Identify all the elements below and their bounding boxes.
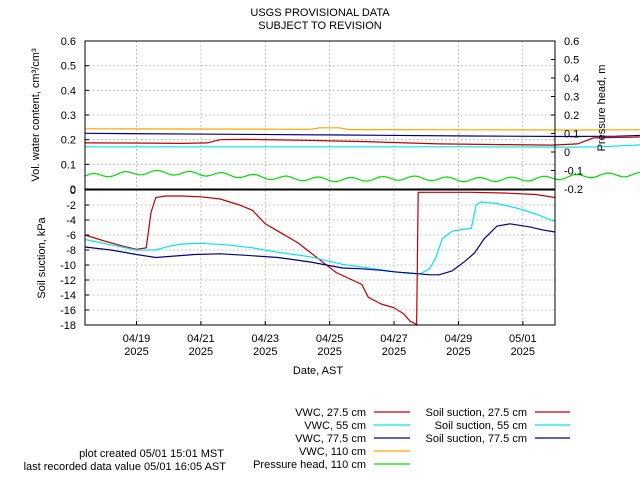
bottom-y-tick-2: -4 — [66, 215, 76, 227]
top-series-line-4 — [84, 169, 640, 183]
legend-label-left-3: VWC, 110 cm — [299, 446, 366, 458]
top-y-tick-1: 0.1 — [61, 159, 76, 171]
header-line1: USGS PROVISIONAL DATA — [250, 7, 390, 19]
bottom-series — [84, 191, 556, 327]
header-line2: SUBJECT TO REVISION — [258, 20, 382, 32]
legend-label-right-0: Soil suction, 27.5 cm — [426, 407, 528, 419]
top-series-line-1 — [85, 144, 640, 148]
top-grid — [85, 41, 555, 189]
top-y-axis-label: Vol. water content, cm³/cm³ — [30, 48, 42, 182]
top-y2-tick-2: 0 — [564, 147, 570, 159]
top-series — [84, 127, 640, 183]
x-tick-year-1: 2025 — [189, 346, 213, 358]
x-tick-date-3: 04/25 — [316, 333, 344, 345]
bottom-y-tick-8: -16 — [60, 305, 76, 317]
bottom-y-tick-labels: 0 -2 -4 -6 -8 -10 -12 -14 -16 -18 — [60, 185, 89, 332]
legend-label-left-1: VWC, 55 cm — [304, 420, 366, 432]
bottom-y-tick-6: -12 — [60, 275, 76, 287]
bottom-y-tick-3: -6 — [66, 230, 76, 242]
top-y2-tick-1: -0.1 — [564, 166, 583, 178]
bottom-y-tick-4: -8 — [66, 245, 76, 257]
top-y2-tick-7: 0.5 — [564, 55, 579, 67]
x-tick-date-2: 04/23 — [252, 333, 280, 345]
x-tick-date-4: 04/27 — [380, 333, 408, 345]
top-y-tick-labels: 0 0.1 0.2 0.3 0.4 0.5 0.6 — [61, 36, 89, 196]
legend-label-left-0: VWC, 27.5 cm — [295, 407, 366, 419]
bottom-plot-frame — [84, 189, 556, 326]
top-y-tick-0: 0 — [70, 184, 76, 196]
x-tick-year-5: 2025 — [446, 346, 470, 358]
top-y-tick-6: 0.6 — [61, 36, 76, 48]
x-tick-date-0: 04/19 — [123, 333, 151, 345]
top-y2-tick-5: 0.3 — [564, 92, 579, 104]
x-tick-date-1: 04/21 — [187, 333, 215, 345]
legend-label-right-1: Soil suction, 55 cm — [435, 420, 527, 432]
top-y2-tick-8: 0.6 — [564, 36, 579, 48]
top-plot-frame — [84, 40, 556, 190]
top-series-line-3 — [84, 127, 640, 131]
bottom-y-tick-0: 0 — [70, 185, 76, 197]
top-y2-tick-4: 0.2 — [564, 110, 579, 122]
x-tick-year-4: 2025 — [382, 346, 406, 358]
top-y-tick-4: 0.4 — [61, 85, 76, 97]
bottom-series-line-0 — [84, 191, 556, 327]
x-tick-year-2: 2025 — [253, 346, 277, 358]
bottom-series-line-2 — [84, 223, 556, 276]
top-y-tick-5: 0.5 — [61, 61, 76, 73]
bottom-y-tick-5: -10 — [60, 260, 76, 272]
bottom-grid — [85, 190, 555, 325]
legend-label-left-4: Pressure head, 110 cm — [253, 459, 366, 471]
legend-label-right-2: Soil suction, 77.5 cm — [426, 433, 528, 445]
bottom-y-tick-9: -18 — [60, 320, 76, 332]
top-y2-axis-label: Pressure head, m — [596, 65, 608, 152]
top-y-tick-3: 0.3 — [61, 110, 76, 122]
top-y2-tick-labels: -0.2 -0.1 0 0.1 0.2 0.3 0.4 0.5 0.6 — [551, 36, 583, 196]
top-series-line-2 — [84, 132, 640, 138]
x-tick-date-5: 04/29 — [445, 333, 473, 345]
top-series-line-0 — [84, 136, 640, 146]
bottom-y-tick-7: -14 — [60, 290, 76, 302]
bottom-y-tick-1: -2 — [66, 200, 76, 212]
x-tick-date-6: 05/01 — [509, 333, 537, 345]
legend-label-left-2: VWC, 77.5 cm — [295, 433, 366, 445]
bottom-x-tick-labels: 04/19202504/21202504/23202504/25202504/2… — [123, 321, 537, 358]
top-y2-tick-0: -0.2 — [564, 184, 583, 196]
last-recorded-text: last recorded data value 05/01 16:05 AST — [24, 461, 227, 473]
x-tick-year-0: 2025 — [124, 346, 148, 358]
top-y-tick-2: 0.2 — [61, 135, 76, 147]
bottom-y-axis-label: Soil suction, kPa — [36, 216, 48, 298]
plot-created-text: plot created 05/01 15:01 MST — [79, 448, 224, 460]
top-y2-tick-3: 0.1 — [564, 129, 579, 141]
x-tick-year-3: 2025 — [317, 346, 341, 358]
x-tick-year-6: 2025 — [511, 346, 535, 358]
top-y2-tick-6: 0.4 — [564, 73, 579, 85]
bottom-x-axis-label: Date, AST — [293, 365, 343, 377]
